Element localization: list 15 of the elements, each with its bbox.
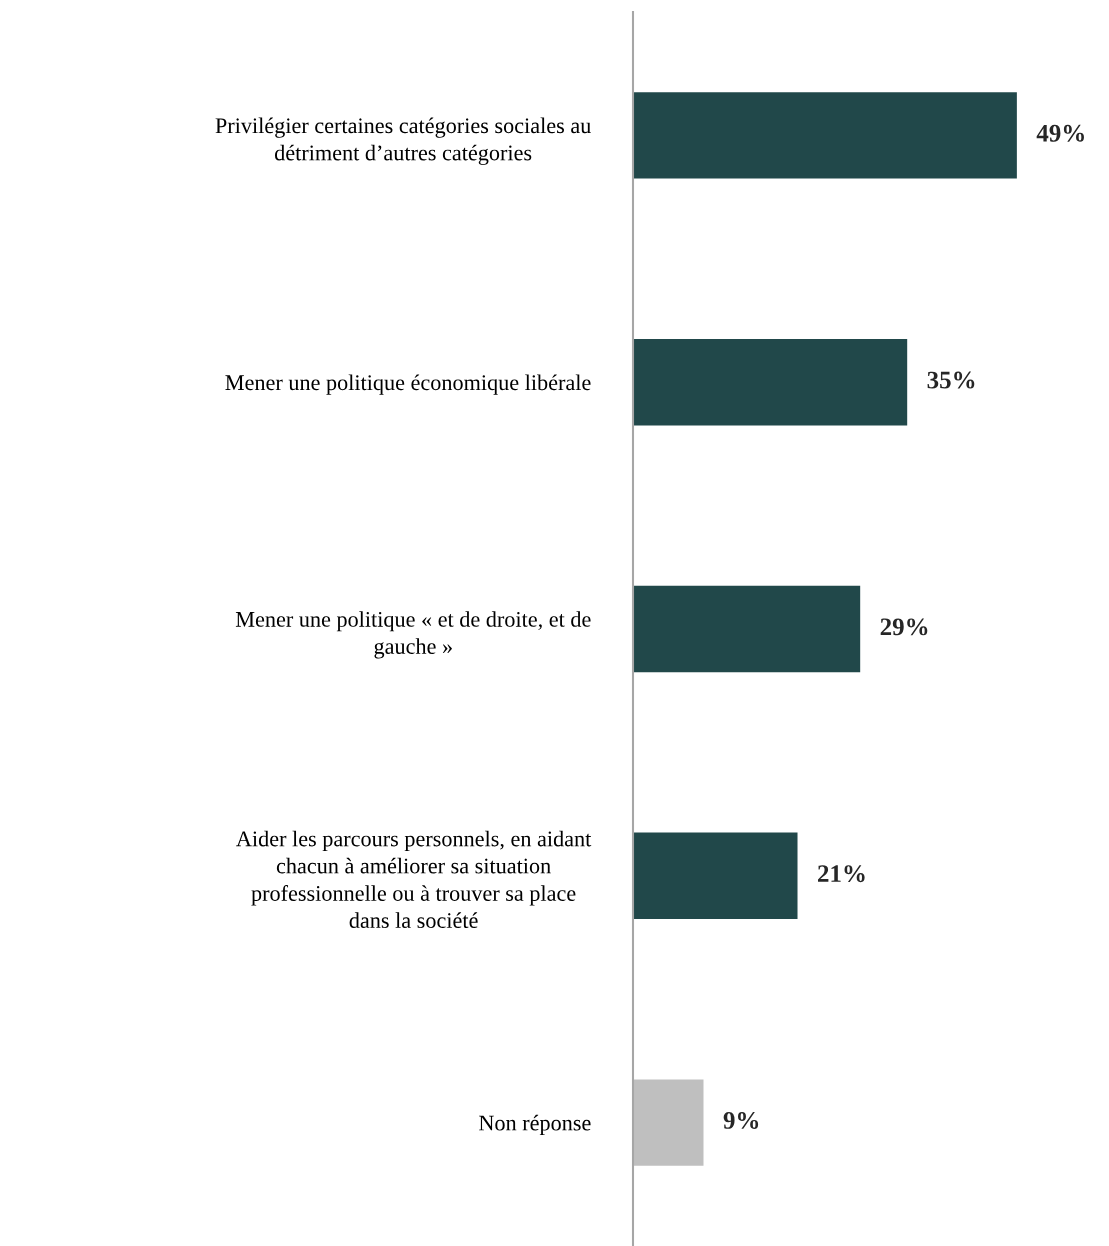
y-tick-label: Aider les parcours personnels, en aidant chacun à améliorer sa situation professionnelle ou à trouver sa place dans la société — [236, 830, 592, 928]
data-label: 35% — [927, 371, 975, 389]
data-label: 9% — [723, 1111, 759, 1129]
bar — [633, 339, 908, 426]
bar — [633, 832, 798, 919]
data-label: 29% — [880, 618, 928, 636]
y-tick-label: Mener une politique économique libérale — [225, 374, 591, 395]
data-label: 49% — [1036, 124, 1084, 142]
data-label: 21% — [818, 865, 865, 883]
y-tick-label: Mener une politique « et de droite, et de gauche » — [235, 611, 591, 659]
y-tick-label: Non réponse — [479, 1114, 591, 1136]
bar — [633, 92, 1017, 179]
bar — [633, 1079, 704, 1166]
y-tick-label: Privilégier certaines catégories sociales au détriment d’autres catégories — [215, 117, 591, 165]
bar — [633, 585, 861, 673]
